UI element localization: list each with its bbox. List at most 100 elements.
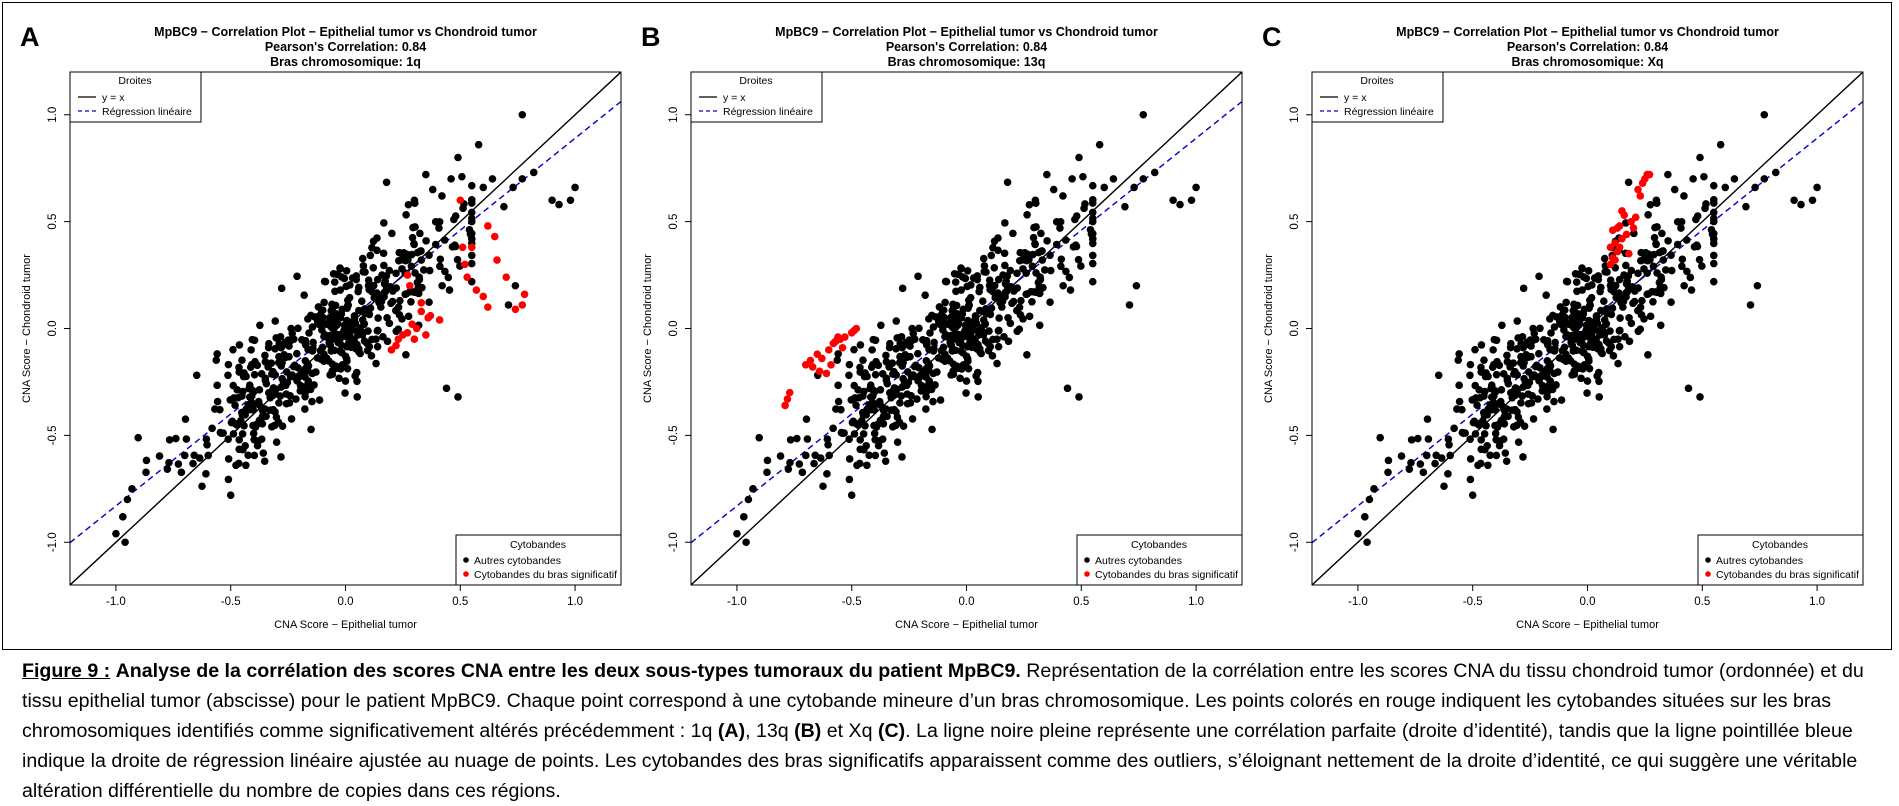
data-point [852, 401, 860, 410]
legend-points-title: Cytobandes [1131, 539, 1187, 551]
data-point [258, 406, 267, 415]
data-point [971, 315, 980, 323]
data-point [332, 314, 340, 322]
figure-caption-body-2: . La ligne noire pleine représente une c… [22, 720, 1858, 802]
data-point [1534, 395, 1542, 403]
data-point [1760, 175, 1769, 183]
data-point [233, 386, 241, 394]
data-point [944, 333, 953, 342]
data-point [285, 399, 294, 407]
data-point [1088, 235, 1097, 243]
data-point [926, 329, 934, 337]
data-point [244, 451, 252, 460]
data-point [1695, 255, 1704, 264]
data-point [1595, 393, 1604, 401]
data-point [1504, 379, 1513, 388]
y-tick-label: -0.5 [668, 425, 680, 445]
data-point [886, 339, 894, 348]
data-point [422, 237, 430, 245]
data-point [431, 240, 440, 249]
data-point [1384, 456, 1393, 465]
data-point [893, 413, 902, 422]
data-point [1514, 413, 1523, 422]
data-point [856, 436, 865, 444]
data-point [1139, 175, 1148, 183]
chart-subtitle-arm: Bras chromosomique: Xq [1511, 55, 1663, 69]
data-point [922, 392, 930, 401]
figure-caption-label: Figure 9 : [22, 660, 111, 682]
data-point [1492, 451, 1501, 460]
data-point [383, 314, 391, 322]
data-point [1600, 254, 1609, 263]
data-point [1461, 429, 1469, 437]
data-point [361, 268, 369, 276]
data-point [1600, 297, 1608, 305]
data-point [941, 298, 949, 307]
y-tick-label: 0.0 [1289, 321, 1301, 337]
legend-highlight-label: Cytobandes du bras significatif [474, 569, 617, 581]
data-point [277, 453, 285, 461]
data-point [414, 289, 423, 298]
data-point [911, 335, 919, 343]
x-tick-label: 0.5 [1073, 596, 1089, 608]
y-tick-label: 0.0 [47, 321, 59, 337]
data-point [174, 460, 183, 468]
data-point [1709, 208, 1718, 217]
legend-points-title: Cytobandes [510, 539, 566, 551]
data-point [1657, 275, 1666, 284]
data-point [1678, 255, 1687, 264]
data-point [370, 293, 378, 302]
data-point [900, 378, 909, 387]
data-point [1017, 296, 1025, 305]
x-tick-label: -0.5 [1463, 596, 1483, 608]
data-point-highlight [806, 356, 815, 365]
data-point-highlight [387, 346, 396, 354]
data-point [333, 270, 342, 279]
data-point [1032, 269, 1040, 277]
data-point [242, 461, 250, 470]
data-point [1608, 304, 1617, 312]
data-point-highlight [1615, 243, 1624, 252]
data-point [1550, 323, 1559, 331]
data-point [1667, 251, 1675, 259]
data-point [1661, 266, 1670, 274]
data-point [973, 272, 982, 280]
data-point [1035, 283, 1044, 292]
data-point [1643, 269, 1651, 277]
panel-label: C [1262, 22, 1282, 52]
data-point [358, 254, 367, 263]
data-point [293, 272, 301, 281]
data-point [404, 200, 413, 209]
data-point [274, 358, 283, 367]
data-point [237, 416, 245, 425]
data-point-highlight [1634, 185, 1642, 194]
data-point [1513, 317, 1522, 325]
data-point [1497, 386, 1506, 394]
data-point [929, 369, 938, 378]
data-point [1036, 275, 1045, 284]
data-point [1487, 393, 1496, 401]
data-point [986, 342, 995, 351]
data-point [981, 319, 990, 328]
data-point [964, 301, 973, 310]
data-point [373, 234, 381, 242]
data-point [974, 327, 983, 335]
data-point [1630, 297, 1639, 306]
data-point [824, 440, 832, 449]
data-point [1066, 286, 1075, 294]
data-point [344, 329, 353, 338]
chart-panel-c: C MpBC9 − Correlation Plot − Epithelial t… [1262, 22, 1864, 631]
data-point [859, 356, 867, 364]
data-point [980, 262, 989, 270]
data-point [428, 185, 437, 194]
data-point-highlight [511, 305, 520, 314]
data-point [867, 363, 876, 371]
data-point [529, 168, 538, 177]
data-point [1516, 358, 1525, 367]
data-point [1002, 277, 1011, 286]
chart-title: MpBC9 − Correlation Plot − Epithelial tu… [775, 25, 1158, 39]
x-tick-label: 0.5 [452, 596, 468, 608]
data-point [1595, 327, 1604, 335]
data-point-highlight [412, 324, 421, 333]
data-point [1524, 368, 1533, 376]
